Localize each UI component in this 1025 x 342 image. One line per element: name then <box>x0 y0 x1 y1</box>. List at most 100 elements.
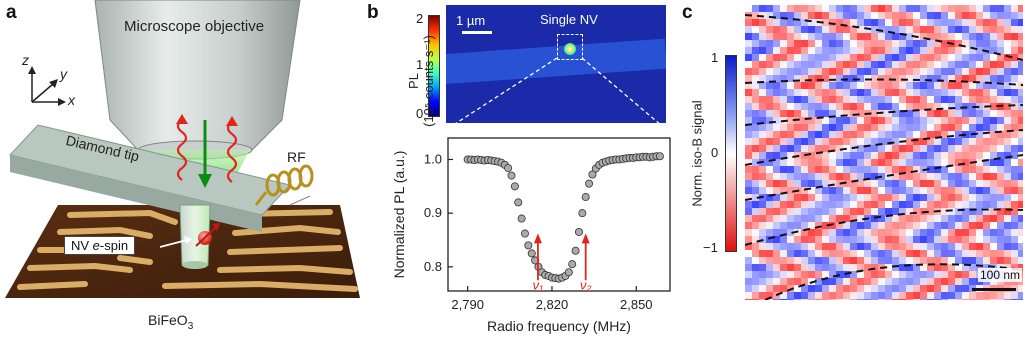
iso-map-pixel <box>801 33 808 40</box>
iso-map-pixel <box>836 61 843 68</box>
iso-map-pixel <box>836 145 843 152</box>
iso-map-pixel <box>794 271 801 278</box>
iso-map-pixel <box>857 278 864 285</box>
iso-map-pixel <box>934 96 941 103</box>
iso-map-pixel <box>794 96 801 103</box>
iso-map-pixel <box>752 131 759 138</box>
iso-map-pixel <box>885 124 892 131</box>
iso-map-pixel <box>983 152 990 159</box>
iso-map-pixel <box>836 138 843 145</box>
iso-map-pixel <box>976 61 983 68</box>
iso-b-colorbar-title: Norm. iso-B signal <box>689 100 705 207</box>
iso-map-pixel <box>927 152 934 159</box>
iso-map-pixel <box>920 110 927 117</box>
iso-map-pixel <box>794 68 801 75</box>
iso-map-pixel <box>990 103 997 110</box>
iso-map-pixel <box>906 215 913 222</box>
iso-map-pixel <box>1004 19 1011 26</box>
iso-map-pixel <box>941 201 948 208</box>
data-point <box>564 268 573 277</box>
iso-map-pixel <box>969 54 976 61</box>
iso-map-pixel <box>829 257 836 264</box>
iso-map-pixel <box>892 173 899 180</box>
iso-map-pixel <box>745 75 752 82</box>
iso-map-pixel <box>906 194 913 201</box>
iso-map-pixel <box>976 138 983 145</box>
iso-map-pixel <box>962 208 969 215</box>
iso-map-pixel <box>808 12 815 19</box>
iso-map-pixel <box>934 131 941 138</box>
iso-map-pixel <box>801 61 808 68</box>
iso-map-pixel <box>920 222 927 229</box>
iso-map-pixel <box>1004 54 1011 61</box>
iso-map-pixel <box>934 138 941 145</box>
iso-map-pixel <box>941 12 948 19</box>
iso-map-pixel <box>787 124 794 131</box>
iso-map-pixel <box>822 40 829 47</box>
iso-map-pixel <box>906 285 913 292</box>
iso-map-pixel <box>878 208 885 215</box>
iso-map-pixel <box>1018 75 1023 82</box>
iso-map-pixel <box>745 201 752 208</box>
iso-map-pixel <box>920 124 927 131</box>
iso-map-pixel <box>829 5 836 12</box>
iso-map-pixel <box>934 124 941 131</box>
iso-map-pixel <box>948 82 955 89</box>
iso-map-pixel <box>913 96 920 103</box>
iso-map-pixel <box>948 152 955 159</box>
iso-map-pixel <box>766 103 773 110</box>
iso-map-pixel <box>983 229 990 236</box>
iso-map-pixel <box>773 215 780 222</box>
iso-map-pixel <box>752 19 759 26</box>
iso-map-pixel <box>990 68 997 75</box>
iso-map-pixel <box>997 54 1004 61</box>
iso-map-pixel <box>976 152 983 159</box>
iso-map-pixel <box>815 159 822 166</box>
iso-map-pixel <box>857 12 864 19</box>
iso-map-pixel <box>934 152 941 159</box>
iso-map-pixel <box>801 138 808 145</box>
iso-map-pixel <box>745 250 752 257</box>
iso-map-pixel <box>829 89 836 96</box>
iso-map-pixel <box>794 194 801 201</box>
iso-map-pixel <box>864 152 871 159</box>
iso-map-pixel <box>808 138 815 145</box>
iso-map-pixel <box>885 299 892 300</box>
iso-map-pixel <box>773 96 780 103</box>
iso-map-pixel <box>962 201 969 208</box>
iso-map-pixel <box>983 138 990 145</box>
nu-arrow-head <box>533 233 542 244</box>
iso-map-pixel <box>780 271 787 278</box>
iso-map-pixel <box>948 187 955 194</box>
iso-map-pixel <box>794 201 801 208</box>
iso-map-pixel <box>850 243 857 250</box>
iso-map-pixel <box>766 54 773 61</box>
iso-map-pixel <box>920 131 927 138</box>
iso-map-pixel <box>836 194 843 201</box>
iso-map-pixel <box>871 229 878 236</box>
iso-map-pixel <box>983 264 990 271</box>
iso-map-pixel <box>836 47 843 54</box>
iso-map-pixel <box>871 285 878 292</box>
iso-map-pixel <box>997 187 1004 194</box>
iso-map-pixel <box>997 222 1004 229</box>
data-point <box>514 198 523 207</box>
iso-map-pixel <box>850 292 857 299</box>
iso-map-pixel <box>829 40 836 47</box>
iso-map-pixel <box>773 12 780 19</box>
iso-map-pixel <box>829 236 836 243</box>
iso-map-pixel <box>941 89 948 96</box>
iso-map-pixel <box>1004 257 1011 264</box>
iso-map-pixel <box>969 26 976 33</box>
iso-map-pixel <box>885 215 892 222</box>
iso-map-pixel <box>1011 103 1018 110</box>
iso-map-pixel <box>808 75 815 82</box>
iso-map-pixel <box>815 47 822 54</box>
iso-map-pixel <box>941 138 948 145</box>
iso-map-pixel <box>759 61 766 68</box>
iso-map-pixel <box>808 82 815 89</box>
iso-map-pixel <box>871 180 878 187</box>
iso-map-pixel <box>920 180 927 187</box>
iso-map-pixel <box>927 285 934 292</box>
iso-map-pixel <box>878 124 885 131</box>
